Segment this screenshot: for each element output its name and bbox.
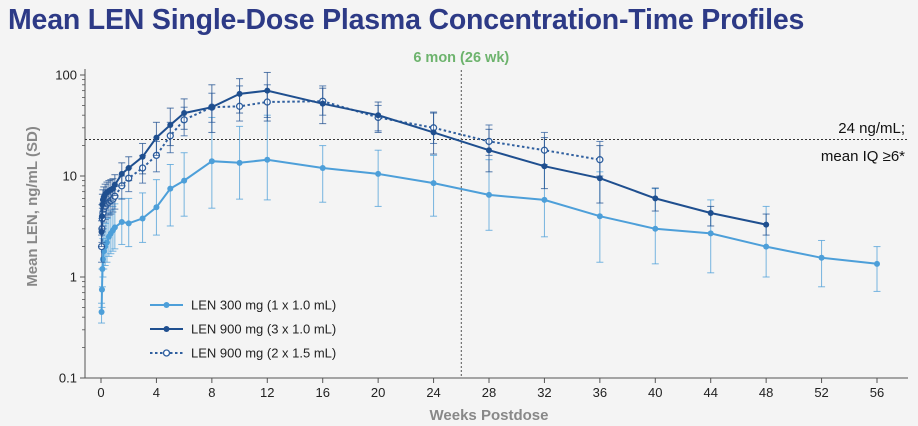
data-point xyxy=(139,215,146,222)
y-tick-label: 100 xyxy=(55,68,77,83)
data-point xyxy=(118,219,125,226)
data-point xyxy=(319,165,326,172)
x-tick-label: 56 xyxy=(870,385,884,400)
data-point xyxy=(375,170,382,177)
data-point xyxy=(125,165,132,172)
data-point xyxy=(103,239,110,246)
data-point xyxy=(98,213,105,220)
data-point xyxy=(264,156,271,163)
x-tick-label: 32 xyxy=(537,385,551,400)
data-point xyxy=(118,170,125,177)
data-point xyxy=(98,228,105,235)
data-point xyxy=(111,224,118,231)
x-tick-label: 0 xyxy=(97,385,104,400)
data-point xyxy=(181,110,188,117)
y-tick-label: 0.1 xyxy=(59,371,77,386)
x-tick-label: 20 xyxy=(371,385,385,400)
data-point xyxy=(763,243,770,250)
x-tick-label: 28 xyxy=(482,385,496,400)
x-tick-label: 48 xyxy=(759,385,773,400)
data-point xyxy=(167,121,174,128)
data-point xyxy=(486,147,492,154)
data-point xyxy=(319,100,326,107)
data-point xyxy=(596,213,603,220)
data-point xyxy=(874,260,880,267)
legend-swatch-marker xyxy=(162,349,171,357)
legend-swatch-marker xyxy=(163,302,170,308)
series-3-group xyxy=(97,84,604,263)
data-point xyxy=(486,191,492,198)
data-point xyxy=(541,163,548,170)
x-tick-label: 8 xyxy=(208,385,215,400)
legend-label: LEN 900 mg (3 x 1.0 mL) xyxy=(191,322,336,337)
x-tick-label: 44 xyxy=(703,385,717,400)
data-point xyxy=(139,153,146,160)
data-point xyxy=(707,210,714,217)
x-tick-label: 40 xyxy=(648,385,662,400)
data-point xyxy=(236,159,243,166)
legend xyxy=(150,302,183,357)
data-point xyxy=(98,286,105,293)
data-point xyxy=(541,196,548,203)
x-tick-label: 16 xyxy=(315,385,329,400)
data-point xyxy=(208,158,215,165)
x-tick-label: 24 xyxy=(426,385,440,400)
data-point xyxy=(652,225,659,232)
x-tick-label: 36 xyxy=(593,385,607,400)
data-point xyxy=(99,201,106,208)
reference-label-line1: 24 ng/mL; xyxy=(838,120,905,137)
data-point xyxy=(430,129,437,136)
series-3-line xyxy=(100,100,601,247)
data-point xyxy=(264,87,271,94)
data-point xyxy=(236,90,243,97)
data-point xyxy=(99,256,106,263)
legend-label: LEN 300 mg (1 x 1.0 mL) xyxy=(191,298,336,313)
data-point xyxy=(153,204,160,211)
data-point xyxy=(818,254,825,261)
data-point xyxy=(652,195,659,202)
y-axis-title: Mean LEN, ng/mL (SD) xyxy=(24,126,41,287)
data-point xyxy=(167,185,174,192)
data-point xyxy=(707,230,714,237)
data-point xyxy=(430,180,437,187)
data-point xyxy=(153,134,160,141)
x-axis-title: Weeks Postdose xyxy=(430,407,549,424)
legend-swatch-marker xyxy=(163,326,170,332)
x-tick-label: 4 xyxy=(153,385,160,400)
y-tick-label: 1 xyxy=(70,270,77,285)
legend-label: LEN 900 mg (2 x 1.5 mL) xyxy=(191,346,336,361)
slide-title: Mean LEN Single-Dose Plasma Concentratio… xyxy=(8,4,805,36)
data-point xyxy=(596,175,603,182)
x-tick-label: 12 xyxy=(260,385,274,400)
data-point xyxy=(98,309,105,316)
data-point xyxy=(99,266,106,273)
data-point xyxy=(125,220,132,227)
data-point xyxy=(763,221,770,228)
x-tick-label: 52 xyxy=(814,385,828,400)
data-point xyxy=(375,112,382,119)
data-point xyxy=(111,181,118,188)
series-2-group xyxy=(98,71,770,248)
six-month-marker-label: 6 mon (26 wk) xyxy=(413,50,509,66)
data-point xyxy=(181,177,188,184)
data-point xyxy=(208,104,215,111)
y-tick-label: 10 xyxy=(63,169,77,184)
reference-label-line2: mean IQ ≥6* xyxy=(821,148,905,165)
